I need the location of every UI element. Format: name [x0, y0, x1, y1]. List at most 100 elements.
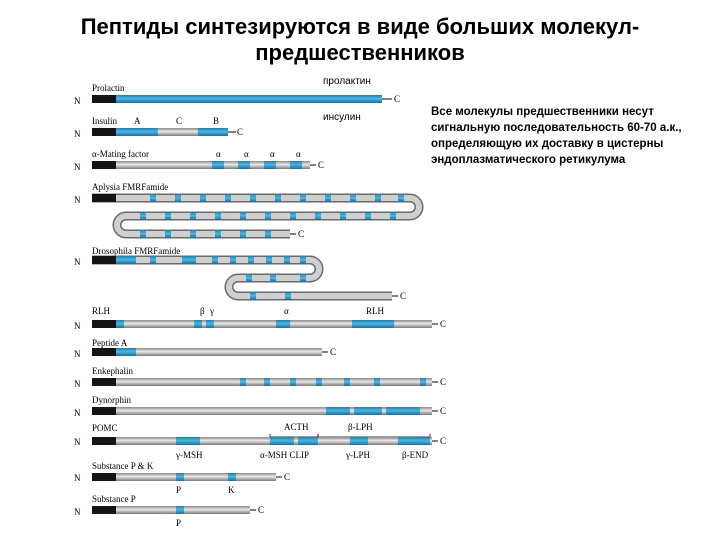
n-terminal: N	[74, 349, 81, 359]
c-terminal: C	[237, 127, 243, 137]
p-label: P	[176, 485, 181, 495]
alpha-mating-peptide	[264, 161, 276, 169]
insulin-ru-label: инсулин	[323, 112, 361, 123]
c-terminal: C	[330, 347, 336, 357]
alpha-mating-peptide	[238, 161, 250, 169]
alpha-msh-clip-label: α-MSH CLIP	[260, 450, 309, 460]
insulin-c-segment	[158, 128, 198, 136]
gamma-lph-msh-segment	[350, 437, 368, 445]
signal-peptide	[92, 473, 116, 481]
substance-pk-propeptide	[116, 473, 276, 481]
beta-lph-label: β-LPH	[348, 422, 373, 432]
c-terminal: C	[284, 472, 290, 482]
rlh-peptide	[116, 320, 124, 328]
rlh-label: RLH	[92, 306, 111, 316]
insulin-c-label: C	[176, 116, 182, 126]
c-terminal: C	[440, 406, 446, 416]
pomc-label: POMC	[92, 423, 118, 433]
peptide-a-propeptide	[136, 348, 322, 356]
rlh-gamma-label: γ	[209, 306, 214, 316]
rlh-beta-label: β	[200, 306, 205, 316]
alpha-mating-peptide	[212, 161, 224, 169]
n-terminal: N	[74, 379, 81, 389]
beta-end-segment	[398, 437, 430, 445]
gamma-lph-label: γ-LPH	[345, 450, 370, 460]
signal-peptide	[92, 161, 116, 169]
aplysia-label: Aplysia FMRFamide	[92, 182, 168, 192]
enkephalin-peptides	[240, 378, 426, 386]
n-terminal: N	[74, 473, 81, 483]
c-terminal: C	[440, 377, 446, 387]
substance-p-label: Substance P	[92, 494, 136, 504]
signal-peptide	[92, 128, 116, 136]
n-terminal: N	[74, 408, 81, 418]
dynorphin-peptide	[386, 407, 420, 415]
aplysia-peptides	[140, 194, 404, 238]
dynorphin-peptide	[354, 407, 382, 415]
drosophila-peptides	[116, 256, 306, 300]
alpha-mating-label: α-Mating factor	[92, 149, 149, 159]
peptide-a-segment	[116, 348, 136, 356]
peptide-a-label: Peptide A	[92, 338, 128, 348]
rlh-beta-segment	[194, 320, 202, 328]
rlh-alpha-label: α	[284, 306, 289, 316]
n-terminal: N	[74, 321, 81, 331]
n-terminal: N	[74, 129, 81, 139]
clip-segment	[298, 437, 318, 445]
alpha-label: α	[216, 149, 221, 159]
drosophila-backbone	[92, 257, 392, 299]
insulin-b-segment	[198, 128, 228, 136]
n-terminal: N	[74, 257, 81, 267]
alpha-label: α	[270, 149, 275, 159]
beta-end-label: β-END	[402, 450, 429, 460]
c-terminal: C	[258, 505, 264, 515]
signal-peptide	[92, 256, 116, 264]
prolactin-label: Prolactin	[92, 83, 125, 93]
dynorphin-label: Dynorphin	[92, 395, 131, 405]
page-title: Пептиды синтезируются в виде больших мол…	[0, 14, 720, 66]
rlh-propeptide	[116, 320, 432, 328]
insulin-b-label: B	[213, 116, 219, 126]
n-terminal: N	[74, 96, 81, 106]
alpha-label: α	[296, 149, 301, 159]
substance-p-segment	[176, 506, 184, 514]
drosophila-label: Drosophila FMRFamide	[92, 246, 180, 256]
signal-peptide	[92, 320, 116, 328]
title-line-1: Пептиды синтезируются в виде больших мол…	[80, 14, 640, 39]
n-terminal: N	[74, 162, 81, 172]
signal-peptide	[92, 348, 116, 356]
gamma-msh-segment	[176, 437, 200, 445]
rlh-peptide-label: RLH	[366, 306, 385, 316]
signal-peptide	[92, 506, 116, 514]
dynorphin-propeptide	[116, 407, 432, 415]
c-terminal: C	[440, 436, 446, 446]
prolactin-blue-segment	[116, 95, 382, 103]
prolactin-ru-label: пролактин	[323, 76, 371, 87]
rlh-peptide	[352, 320, 394, 328]
beta-lph-bracket	[317, 434, 431, 438]
signal-peptide	[92, 95, 116, 103]
gamma-msh-label: γ-MSH	[175, 450, 203, 460]
n-terminal: N	[74, 507, 81, 517]
c-terminal: C	[318, 160, 324, 170]
alpha-label: α	[244, 149, 249, 159]
insulin-a-label: A	[134, 116, 141, 126]
rlh-alpha-segment	[276, 320, 290, 328]
rlh-gamma-segment	[206, 320, 214, 328]
substance-pk-label: Substance P & K	[92, 461, 154, 471]
k-label: K	[228, 485, 235, 495]
signal-peptide	[92, 194, 116, 202]
n-terminal: N	[74, 437, 81, 447]
c-terminal: C	[400, 291, 406, 301]
alpha-msh-segment	[270, 437, 294, 445]
acth-label: ACTH	[284, 422, 309, 432]
title-line-2: предшественников	[255, 40, 465, 65]
side-description: Все молекулы предшественники несут сигна…	[431, 106, 682, 166]
n-terminal: N	[74, 195, 81, 205]
alpha-mating-peptide	[290, 161, 302, 169]
signal-peptide	[92, 437, 116, 445]
enkephalin-propeptide	[116, 378, 432, 386]
c-terminal: C	[298, 229, 304, 239]
c-terminal: C	[440, 319, 446, 329]
